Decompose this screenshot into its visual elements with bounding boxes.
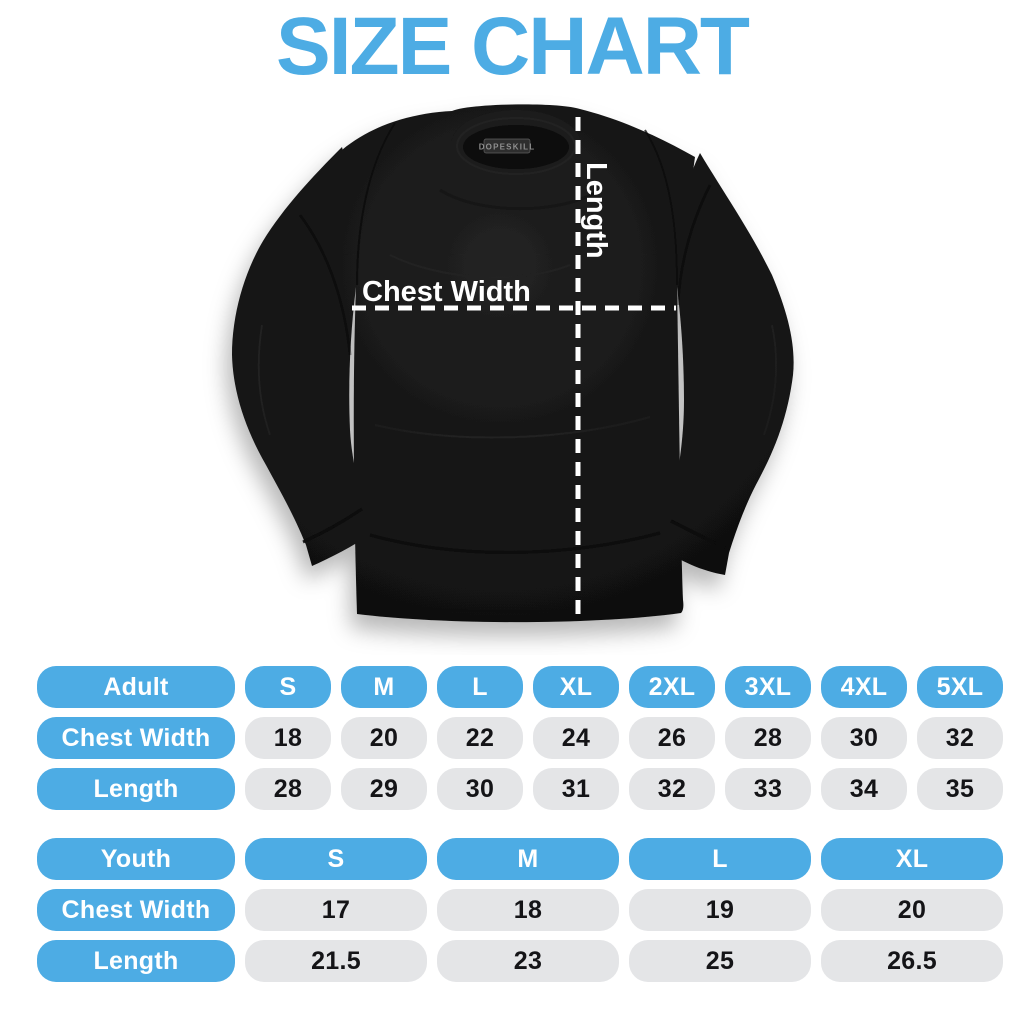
adult-group-label-pill: Adult [37,666,235,708]
adult-length-value: 35 [917,768,1003,810]
right-armhole-seam [644,129,678,286]
adult-length-value: 29 [341,768,427,810]
adult-chest-width-value: 28 [725,717,811,759]
youth-chest-width-value: 17 [245,889,427,931]
adult-size-header-pill: 4XL [821,666,907,708]
shirt-right-sleeve [661,153,794,575]
chest-width-label: Chest Width [362,276,531,308]
youth-size-header-pill: M [437,838,619,880]
adult-chest-width-value: 26 [629,717,715,759]
adult-size-header-pill: L [437,666,523,708]
wrinkle [389,254,571,279]
adult-length-value: 28 [245,768,331,810]
adult-row-label-pill: Length [37,768,235,810]
collar-tag-label: DOPESKILL [479,143,536,152]
left-cuff-seam [302,507,363,544]
hem-seam [359,601,679,613]
adult-size-header-pill: 3XL [725,666,811,708]
adult-size-header-pill: M [341,666,427,708]
youth-row-label-pill: Chest Width [37,889,235,931]
youth-length-value: 21.5 [245,940,427,982]
adult-size-header-pill: 5XL [917,666,1003,708]
collar-tag [483,138,531,154]
wrinkle [257,324,271,436]
youth-group-label-pill: Youth [37,838,235,880]
wrinkle [439,188,601,211]
adult-length-value: 32 [629,768,715,810]
adult-chest-width-value: 22 [437,717,523,759]
youth-chest-width-value: 19 [629,889,811,931]
youth-size-header-pill: S [245,838,427,880]
youth-length-value: 23 [437,940,619,982]
wrinkle [374,416,651,439]
wrinkle [298,214,352,356]
adult-size-header-pill: XL [533,666,619,708]
adult-row-label-pill: Chest Width [37,717,235,759]
youth-size-header-pill: L [629,838,811,880]
length-label: Length [580,162,612,259]
wrinkle [676,184,712,306]
collar-ribbing [456,117,576,175]
youth-chest-width-value: 20 [821,889,1003,931]
wrinkle [369,531,661,554]
adult-length-value: 34 [821,768,907,810]
page-title: SIZE CHART [276,1,750,92]
shirt-diagram: DOPESKILL Chest Width [0,95,1024,655]
shirt-left-sleeve [232,147,374,566]
adult-chest-width-value: 32 [917,717,1003,759]
youth-row-label-pill: Length [37,940,235,982]
youth-length-value: 26.5 [821,940,1003,982]
adult-chest-width-value: 20 [341,717,427,759]
youth-length-value: 25 [629,940,811,982]
adult-size-table: Adult S M L XL 2XL 3XL 4XL 5XL Chest Wid… [37,666,1003,810]
adult-size-header-pill: S [245,666,331,708]
adult-chest-width-value: 18 [245,717,331,759]
adult-chest-width-value: 30 [821,717,907,759]
wrinkle [763,324,778,436]
adult-length-value: 30 [437,768,523,810]
youth-size-header-pill: XL [821,838,1003,880]
shirt-body [342,104,695,623]
youth-size-table: Youth S M L XL Chest Width 17 18 19 20 L… [37,838,1003,982]
adult-length-value: 31 [533,768,619,810]
adult-size-header-pill: 2XL [629,666,715,708]
adult-chest-width-value: 24 [533,717,619,759]
left-armhole-seam [356,122,396,286]
shirt-body-group: DOPESKILL [232,104,794,623]
right-cuff-seam [670,519,727,550]
youth-chest-width-value: 18 [437,889,619,931]
shirt-illustration: DOPESKILL Chest Width [232,104,794,623]
adult-length-value: 33 [725,768,811,810]
